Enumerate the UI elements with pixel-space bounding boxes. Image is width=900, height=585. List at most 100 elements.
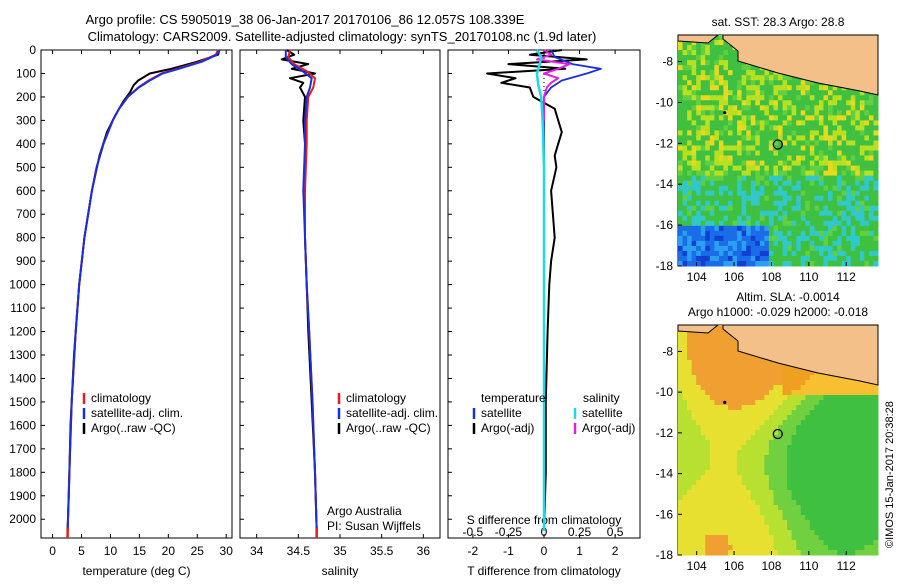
sst-map-cell [700,90,706,96]
sla-map-cell [705,410,711,416]
sst-map-cell [850,220,856,227]
sst-map-cell [809,130,815,136]
sla-map-cell [841,460,847,466]
sla-map-cell [778,395,784,401]
sst-map-cell [800,100,806,106]
sla-map-subtitle: Argo h1000: -0.029 h2000: -0.018 [688,305,868,319]
sst-map-cell [709,40,715,46]
sla-map-cell [832,435,838,441]
sla-map-cell [687,410,693,416]
sst-map-cell [682,150,688,157]
sst-map-cell [687,75,693,81]
sst-map-cell [837,150,843,157]
sla-map-cell [714,505,720,511]
sst-map-cell [864,110,870,116]
sla-map-cell [678,440,684,446]
sla-map-cell [868,425,874,431]
sla-map-cell [846,400,852,406]
sst-map-cell [691,95,697,101]
sla-map-cell [700,415,706,421]
sst-map-cell [805,175,811,182]
sst-map-cell [805,135,811,141]
sst-map-cell [691,185,697,192]
sst-map-cell [873,140,879,146]
sst-map-cell [823,165,829,172]
sla-map-cell [800,415,806,421]
sla-map-cell [691,415,697,421]
sla-map-cell [759,360,765,366]
salinity-tick-tick-label: 35 [333,544,347,558]
sla-map-cell [682,440,688,446]
sla-map-cell [696,515,702,521]
sst-map-cell [687,85,693,91]
sst-map-cell [787,95,793,101]
sla-map-cell [868,550,874,556]
sla-map-cell [864,435,870,441]
sla-map-cell [700,390,706,396]
sst-map-cell [705,105,711,111]
sla-map-cell [709,490,715,496]
sla-map-cell [737,505,743,511]
sst-map-cell [700,240,706,247]
sla-map-cell [855,415,861,421]
sla-map-cell [741,480,747,486]
sla-map-cell [782,495,788,501]
sla-map-cell [718,490,724,496]
sla-map-cell [800,535,806,541]
sst-map-cell [782,135,788,141]
sst-map-cell [837,145,843,151]
sla-map-cell [678,520,684,526]
sla-map-cell [800,370,806,376]
sst-map-cell [855,245,861,252]
sst-map-cell [718,75,724,81]
sst-map-cell [796,85,802,91]
sst-map-cell [823,245,829,252]
sst-map-cell [846,115,852,121]
sst-map-cell [855,165,861,172]
sla-map-cell [773,530,779,536]
sst-map-cell [687,50,693,56]
sla-map-cell [687,535,693,541]
sla-map-cell [682,415,688,421]
sla-map-cell [768,400,774,406]
sst-map-cell [778,90,784,96]
sla-map-cell [737,450,743,456]
sst-map-cell [755,95,761,101]
sst-map-cell [759,120,765,126]
sst-map-cell [705,245,711,252]
sla-map-cell [728,445,734,451]
sla-map-cell [737,545,743,551]
sla-map-cell [691,395,697,401]
sla-map-cell [778,545,784,551]
sla-map-cell [846,445,852,451]
sla-map-cell [741,435,747,441]
sst-map-cell [714,225,720,232]
sst-map-cell [868,130,874,136]
sla-map-cell [682,370,688,376]
sla-map-cell [873,460,879,466]
sst-map-cell [755,135,761,141]
sst-map-cell [814,100,820,106]
sst-map-cell [873,175,879,182]
sla-map-cell [687,355,693,361]
sst-map-cell [864,125,870,131]
sla-map-cell [741,430,747,436]
sla-map-cell [750,510,756,516]
sst-map-cell [705,205,711,212]
sla-map-cell [796,545,802,551]
sst-map-cell [759,205,765,212]
sst-map-cell [828,210,834,217]
sla-map-cell [864,410,870,416]
sst-map-cell [705,120,711,126]
sst-map-cell [759,175,765,182]
sst-map-cell [837,85,843,91]
sla-map-cell [750,435,756,441]
sst-map-cell [723,210,729,217]
sst-map-cell [759,190,765,197]
sst-map-cell [700,215,706,222]
sst-map-cell [818,195,824,202]
sla-map-cell [723,405,729,411]
sla-map-cell [687,485,693,491]
sla-map-cell [696,435,702,441]
sst-map-cell [682,225,688,232]
